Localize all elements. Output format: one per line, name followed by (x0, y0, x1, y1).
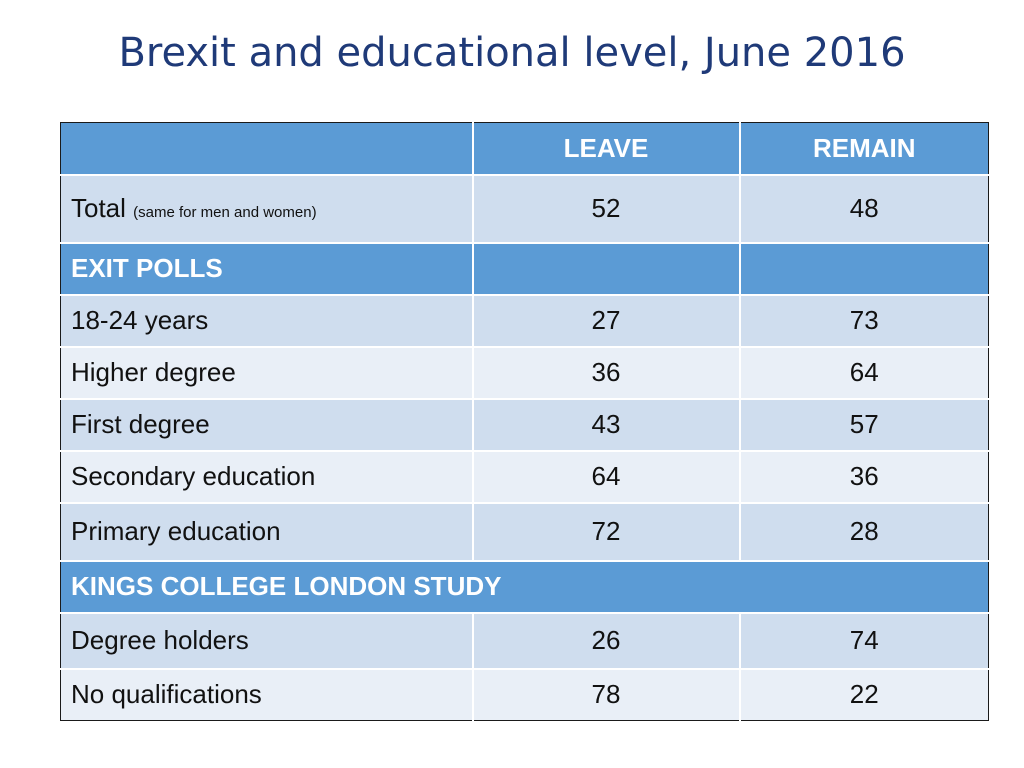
row-label: No qualifications (60, 668, 474, 721)
total-label-cell: Total (same for men and women) (60, 174, 474, 244)
total-leave: 52 (472, 174, 741, 244)
table-row: 18-24 years 27 73 (60, 294, 989, 348)
row-leave: 26 (472, 612, 741, 670)
row-label: First degree (60, 398, 474, 452)
section-heading-kcl-study: KINGS COLLEGE LONDON STUDY (60, 560, 989, 614)
row-leave: 64 (472, 450, 741, 504)
table-row: Secondary education 64 36 (60, 450, 989, 504)
total-remain: 48 (739, 174, 989, 244)
row-remain: 28 (739, 502, 989, 562)
section-exit-polls: EXIT POLLS (60, 242, 989, 296)
row-leave: 43 (472, 398, 741, 452)
row-label: Primary education (60, 502, 474, 562)
header-remain: REMAIN (739, 122, 989, 176)
section-empty-cell (472, 242, 741, 296)
row-leave: 36 (472, 346, 741, 400)
row-leave: 27 (472, 294, 741, 348)
brexit-education-table: LEAVE REMAIN Total (same for men and wom… (60, 122, 989, 721)
table-header-row: LEAVE REMAIN (60, 122, 989, 176)
row-remain: 22 (739, 668, 989, 721)
slide-title: Brexit and educational level, June 2016 (118, 30, 906, 76)
row-remain: 64 (739, 346, 989, 400)
table-row: Primary education 72 28 (60, 502, 989, 562)
header-empty-cell (60, 122, 474, 176)
section-empty-cell (739, 242, 989, 296)
section-heading-exit-polls: EXIT POLLS (60, 242, 474, 296)
row-remain: 57 (739, 398, 989, 452)
section-kcl-study: KINGS COLLEGE LONDON STUDY (60, 560, 989, 614)
total-row: Total (same for men and women) 52 48 (60, 174, 989, 244)
row-leave: 72 (472, 502, 741, 562)
row-leave: 78 (472, 668, 741, 721)
total-note: (same for men and women) (133, 204, 317, 221)
header-leave: LEAVE (472, 122, 741, 176)
table-row: Degree holders 26 74 (60, 612, 989, 670)
row-label: Secondary education (60, 450, 474, 504)
row-label: Degree holders (60, 612, 474, 670)
row-remain: 73 (739, 294, 989, 348)
row-label: 18-24 years (60, 294, 474, 348)
row-remain: 74 (739, 612, 989, 670)
row-remain: 36 (739, 450, 989, 504)
table-row: First degree 43 57 (60, 398, 989, 452)
table-row: No qualifications 78 22 (60, 668, 989, 721)
row-label: Higher degree (60, 346, 474, 400)
total-label: Total (71, 193, 126, 223)
table-row: Higher degree 36 64 (60, 346, 989, 400)
